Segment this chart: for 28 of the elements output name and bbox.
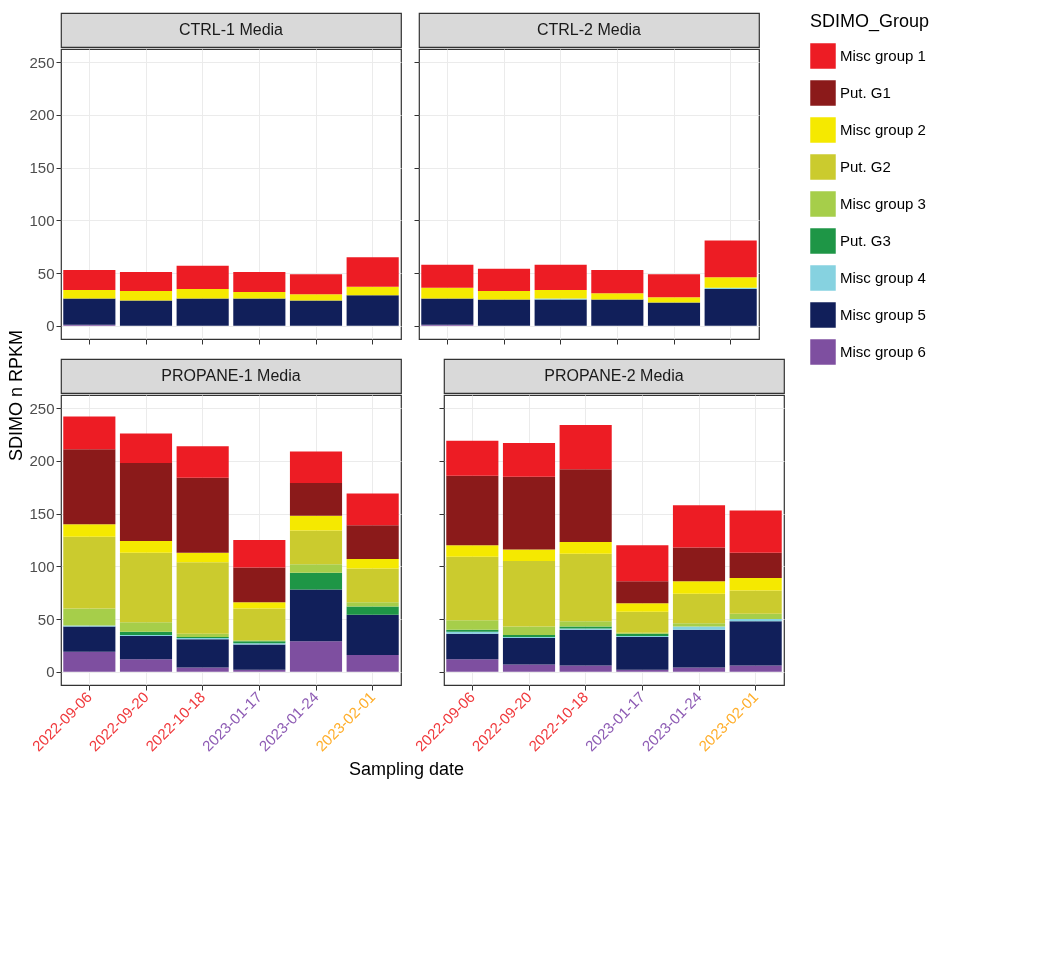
y-tick-label: 50 bbox=[37, 264, 55, 282]
legend-label: Misc group 3 bbox=[840, 195, 926, 212]
legend-label: Misc group 2 bbox=[840, 121, 926, 138]
chart-title: PROPANE-2 Media bbox=[544, 367, 684, 384]
legend-title: SDIMO_Group bbox=[810, 11, 930, 32]
y-tick-label: 100 bbox=[29, 557, 55, 575]
y-tick-label: 150 bbox=[29, 505, 55, 523]
chart-title: PROPANE-1 Media bbox=[161, 367, 301, 384]
y-axis-title: SDIMO n RPKM bbox=[6, 329, 27, 461]
chart-title: CTRL-1 Media bbox=[178, 21, 284, 38]
y-tick-label: 250 bbox=[29, 53, 55, 71]
chart-title: CTRL-2 Media bbox=[536, 21, 642, 38]
y-tick-label: 200 bbox=[29, 106, 55, 124]
legend-label: Put. G1 bbox=[840, 84, 891, 101]
y-tick-label: 0 bbox=[46, 663, 55, 681]
legend-label: Misc group 1 bbox=[840, 47, 926, 64]
y-tick-label: 150 bbox=[29, 159, 55, 177]
legend-label: Put. G3 bbox=[840, 232, 891, 249]
legend-label: Misc group 5 bbox=[840, 306, 926, 323]
y-tick-label: 50 bbox=[37, 610, 55, 628]
legend-label: Misc group 4 bbox=[840, 269, 926, 286]
x-axis-title: Sampling date bbox=[348, 758, 465, 779]
y-tick-label: 0 bbox=[46, 317, 55, 335]
y-tick-label: 200 bbox=[29, 452, 55, 470]
y-tick-label: 250 bbox=[29, 399, 55, 417]
y-tick-label: 100 bbox=[29, 211, 55, 229]
legend-label: Put. G2 bbox=[840, 158, 891, 175]
legend-label: Misc group 6 bbox=[840, 343, 926, 360]
